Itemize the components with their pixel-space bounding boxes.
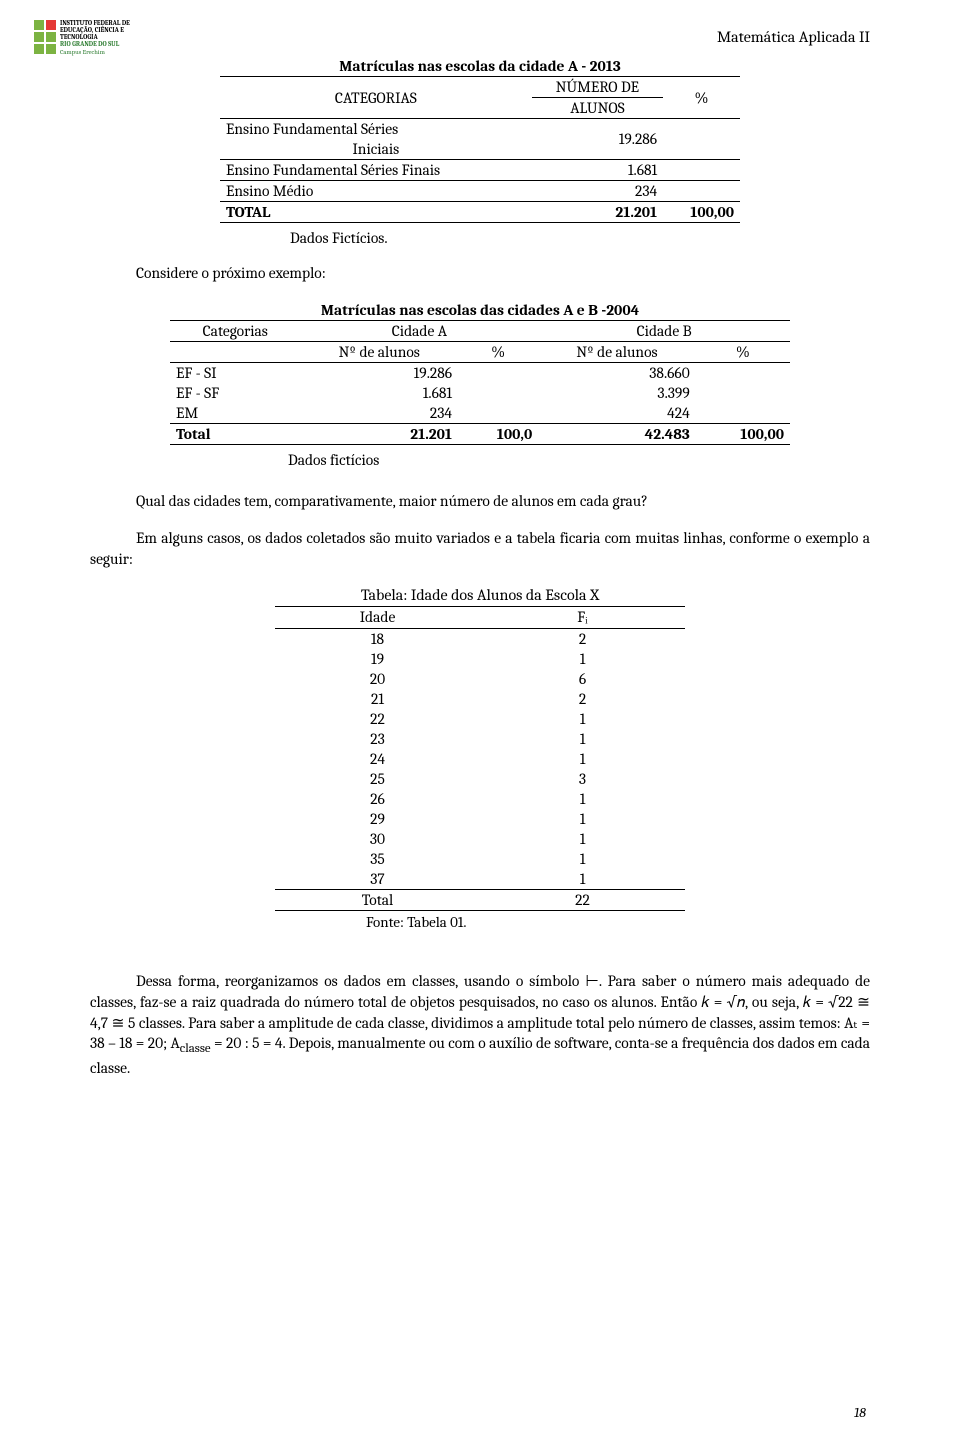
t1-col2b: ALUNOS: [532, 98, 663, 119]
t3-r2i: 20: [275, 669, 480, 689]
t1-r0c2: Iniciais: [220, 139, 532, 160]
table-enrollment-a: Matrículas nas escolas da cidade A - 201…: [220, 56, 740, 223]
t1-col2a: NÚMERO DE: [532, 77, 663, 98]
page: INSTITUTO FEDERAL DE EDUCAÇÃO, CIÊNCIA E…: [0, 0, 960, 1443]
t3-r8i: 26: [275, 789, 480, 809]
t1-r1p: [663, 160, 740, 181]
t2-source: Dados fictícios: [288, 451, 870, 469]
t3-r7i: 25: [275, 769, 480, 789]
para-1: Considere o próximo exemplo:: [90, 263, 870, 284]
t3-r12i: 37: [275, 869, 480, 890]
t3-r7f: 3: [480, 769, 685, 789]
t3-r3i: 21: [275, 689, 480, 709]
t3-r0i: 18: [275, 628, 480, 649]
t3-source: Fonte: Tabela 01.: [366, 913, 870, 931]
t3-r2f: 6: [480, 669, 685, 689]
t3-r0f: 2: [480, 628, 685, 649]
t2-r2na: 234: [301, 403, 459, 424]
table-enrollment-ab: Matrículas nas escolas das cidades A e B…: [170, 300, 790, 445]
t3-r5f: 1: [480, 729, 685, 749]
t3-r4f: 1: [480, 709, 685, 729]
t3-r10f: 1: [480, 829, 685, 849]
t1-r2c: Ensino Médio: [220, 181, 532, 202]
t3-r11f: 1: [480, 849, 685, 869]
t2-hna: Nº de alunos: [301, 341, 459, 362]
t3-col1: Idade: [275, 606, 480, 628]
t3-r6f: 1: [480, 749, 685, 769]
para-3: Em alguns casos, os dados coletados são …: [90, 528, 870, 570]
t3-r9i: 29: [275, 809, 480, 829]
t3-totlbl: Total: [275, 889, 480, 910]
t1-col3: %: [663, 77, 740, 119]
t2-r2pb: [696, 403, 790, 424]
t2-r1c: EF - SF: [170, 383, 301, 403]
t2-r1pb: [696, 383, 790, 403]
t1-r1c: Ensino Fundamental Séries Finais: [220, 160, 532, 181]
t1-totlbl: TOTAL: [220, 202, 532, 223]
t3-r8f: 1: [480, 789, 685, 809]
t2-totlbl: Total: [170, 423, 301, 444]
t1-r0p: [663, 119, 740, 160]
t2-title: Matrículas nas escolas das cidades A e B…: [170, 300, 790, 321]
t3-r5i: 23: [275, 729, 480, 749]
t1-r0c: Ensino Fundamental Séries: [220, 119, 532, 140]
logo-line2: EDUCAÇÃO, CIÊNCIA E TECNOLOGIA: [60, 27, 144, 41]
t3-r11i: 35: [275, 849, 480, 869]
t2-r0c: EF - SI: [170, 362, 301, 383]
t2-r1nb: 3.399: [538, 383, 696, 403]
t1-r1n: 1.681: [532, 160, 663, 181]
t2-hpb: %: [696, 341, 790, 362]
para-4: Dessa forma, reorganizamos os dados em c…: [90, 971, 870, 1079]
t3-r4i: 22: [275, 709, 480, 729]
t1-title: Matrículas nas escolas da cidade A - 201…: [220, 56, 740, 77]
t3-r1f: 1: [480, 649, 685, 669]
t2-ha: Cidade A: [301, 320, 539, 341]
t1-totp: 100,00: [663, 202, 740, 223]
page-number: 18: [854, 1404, 866, 1421]
t2-r1pa: [458, 383, 538, 403]
t2-r0nb: 38.660: [538, 362, 696, 383]
institution-logo: INSTITUTO FEDERAL DE EDUCAÇÃO, CIÊNCIA E…: [34, 20, 144, 56]
t2-tpb: 100,00: [696, 423, 790, 444]
t3-r10i: 30: [275, 829, 480, 849]
t2-r2pa: [458, 403, 538, 424]
t2-ta: 21.201: [301, 423, 459, 444]
t2-tpa: 100,0: [458, 423, 538, 444]
t2-r0pb: [696, 362, 790, 383]
t2-hb: Cidade B: [538, 320, 790, 341]
t2-r2c: EM: [170, 403, 301, 424]
t2-hnb: Nº de alunos: [538, 341, 696, 362]
para-2: Qual das cidades tem, comparativamente, …: [90, 491, 870, 512]
t3-r9f: 1: [480, 809, 685, 829]
t2-cat: Categorias: [170, 320, 301, 341]
table-age-frequency: IdadeFᵢ 182 191 206 212 221 231 241 253 …: [275, 606, 685, 911]
t1-r2n: 234: [532, 181, 663, 202]
t2-tb: 42.483: [538, 423, 696, 444]
t1-r2p: [663, 181, 740, 202]
t2-r0na: 19.286: [301, 362, 459, 383]
t2-r2nb: 424: [538, 403, 696, 424]
t3-r1i: 19: [275, 649, 480, 669]
para-4sub: classe: [180, 1042, 211, 1057]
t1-col1: CATEGORIAS: [220, 77, 532, 119]
t1-r0n: 19.286: [532, 119, 663, 160]
course-title: Matemática Aplicada II: [90, 28, 870, 46]
t2-r0pa: [458, 362, 538, 383]
logo-line4: Campus Erechim: [60, 49, 144, 56]
t3-r12f: 1: [480, 869, 685, 890]
t3-totf: 22: [480, 889, 685, 910]
t3-caption: Tabela: Idade dos Alunos da Escola X: [90, 586, 870, 604]
t2-r1na: 1.681: [301, 383, 459, 403]
t3-col2: Fᵢ: [480, 606, 685, 628]
t1-totn: 21.201: [532, 202, 663, 223]
t3-r3f: 2: [480, 689, 685, 709]
t1-source: Dados Fictícios.: [290, 229, 870, 247]
t2-hpa: %: [458, 341, 538, 362]
t3-r6i: 24: [275, 749, 480, 769]
